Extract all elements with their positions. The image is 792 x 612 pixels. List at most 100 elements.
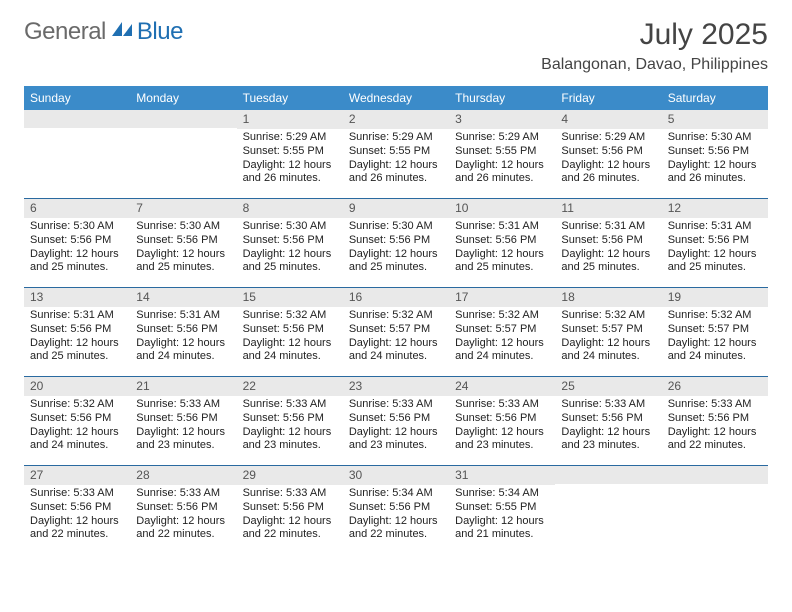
sunset-label: Sunset: 5:56 PM	[243, 412, 337, 426]
day-body: Sunrise: 5:34 AMSunset: 5:55 PMDaylight:…	[449, 485, 555, 546]
sunset-label: Sunset: 5:56 PM	[668, 145, 762, 159]
day-body: Sunrise: 5:31 AMSunset: 5:56 PMDaylight:…	[555, 218, 661, 279]
day-number: 23	[343, 377, 449, 396]
day-cell	[555, 466, 661, 554]
day-number: 6	[24, 199, 130, 218]
day-number: 18	[555, 288, 661, 307]
day-number: 26	[662, 377, 768, 396]
day-cell: 13Sunrise: 5:31 AMSunset: 5:56 PMDayligh…	[24, 288, 130, 376]
day-body: Sunrise: 5:31 AMSunset: 5:56 PMDaylight:…	[449, 218, 555, 279]
day-cell: 17Sunrise: 5:32 AMSunset: 5:57 PMDayligh…	[449, 288, 555, 376]
day-number: 12	[662, 199, 768, 218]
day-header-row: Sunday Monday Tuesday Wednesday Thursday…	[24, 86, 768, 110]
day-header-cell: Monday	[130, 86, 236, 110]
sunset-label: Sunset: 5:56 PM	[455, 234, 549, 248]
day-number: 22	[237, 377, 343, 396]
day-cell: 14Sunrise: 5:31 AMSunset: 5:56 PMDayligh…	[130, 288, 236, 376]
day-number: 29	[237, 466, 343, 485]
day-cell: 4Sunrise: 5:29 AMSunset: 5:56 PMDaylight…	[555, 110, 661, 198]
day-header-cell: Tuesday	[237, 86, 343, 110]
day-number: 28	[130, 466, 236, 485]
daylight-label: Daylight: 12 hours and 22 minutes.	[668, 426, 762, 454]
day-body: Sunrise: 5:32 AMSunset: 5:56 PMDaylight:…	[24, 396, 130, 457]
day-cell: 16Sunrise: 5:32 AMSunset: 5:57 PMDayligh…	[343, 288, 449, 376]
calendar: Sunday Monday Tuesday Wednesday Thursday…	[24, 86, 768, 554]
day-cell: 30Sunrise: 5:34 AMSunset: 5:56 PMDayligh…	[343, 466, 449, 554]
daylight-label: Daylight: 12 hours and 24 minutes.	[136, 337, 230, 365]
logo-sail-icon	[112, 22, 134, 43]
day-body: Sunrise: 5:33 AMSunset: 5:56 PMDaylight:…	[237, 485, 343, 546]
day-cell: 22Sunrise: 5:33 AMSunset: 5:56 PMDayligh…	[237, 377, 343, 465]
sunrise-label: Sunrise: 5:31 AM	[136, 309, 230, 323]
sunset-label: Sunset: 5:57 PM	[561, 323, 655, 337]
sunset-label: Sunset: 5:56 PM	[243, 501, 337, 515]
day-body: Sunrise: 5:29 AMSunset: 5:55 PMDaylight:…	[343, 129, 449, 190]
day-cell: 20Sunrise: 5:32 AMSunset: 5:56 PMDayligh…	[24, 377, 130, 465]
sunrise-label: Sunrise: 5:31 AM	[668, 220, 762, 234]
logo: General Blue	[24, 18, 183, 46]
daylight-label: Daylight: 12 hours and 23 minutes.	[561, 426, 655, 454]
day-number	[555, 466, 661, 484]
sunrise-label: Sunrise: 5:29 AM	[349, 131, 443, 145]
weeks-container: 1Sunrise: 5:29 AMSunset: 5:55 PMDaylight…	[24, 110, 768, 554]
day-number: 17	[449, 288, 555, 307]
sunrise-label: Sunrise: 5:30 AM	[136, 220, 230, 234]
daylight-label: Daylight: 12 hours and 24 minutes.	[30, 426, 124, 454]
day-number	[24, 110, 130, 128]
sunrise-label: Sunrise: 5:33 AM	[243, 398, 337, 412]
day-body: Sunrise: 5:31 AMSunset: 5:56 PMDaylight:…	[130, 307, 236, 368]
sunset-label: Sunset: 5:56 PM	[668, 412, 762, 426]
day-number: 24	[449, 377, 555, 396]
sunrise-label: Sunrise: 5:30 AM	[668, 131, 762, 145]
location-label: Balangonan, Davao, Philippines	[541, 56, 768, 74]
day-cell: 25Sunrise: 5:33 AMSunset: 5:56 PMDayligh…	[555, 377, 661, 465]
daylight-label: Daylight: 12 hours and 26 minutes.	[455, 159, 549, 187]
daylight-label: Daylight: 12 hours and 23 minutes.	[349, 426, 443, 454]
week-row: 27Sunrise: 5:33 AMSunset: 5:56 PMDayligh…	[24, 466, 768, 554]
sunrise-label: Sunrise: 5:34 AM	[455, 487, 549, 501]
week-row: 13Sunrise: 5:31 AMSunset: 5:56 PMDayligh…	[24, 288, 768, 377]
day-number: 2	[343, 110, 449, 129]
sunset-label: Sunset: 5:55 PM	[349, 145, 443, 159]
sunrise-label: Sunrise: 5:29 AM	[561, 131, 655, 145]
sunset-label: Sunset: 5:56 PM	[455, 412, 549, 426]
day-header-cell: Saturday	[662, 86, 768, 110]
day-body: Sunrise: 5:33 AMSunset: 5:56 PMDaylight:…	[662, 396, 768, 457]
daylight-label: Daylight: 12 hours and 25 minutes.	[455, 248, 549, 276]
sunset-label: Sunset: 5:56 PM	[30, 323, 124, 337]
day-number: 10	[449, 199, 555, 218]
day-body: Sunrise: 5:33 AMSunset: 5:56 PMDaylight:…	[449, 396, 555, 457]
day-body: Sunrise: 5:34 AMSunset: 5:56 PMDaylight:…	[343, 485, 449, 546]
day-body: Sunrise: 5:29 AMSunset: 5:56 PMDaylight:…	[555, 129, 661, 190]
daylight-label: Daylight: 12 hours and 26 minutes.	[668, 159, 762, 187]
day-cell: 23Sunrise: 5:33 AMSunset: 5:56 PMDayligh…	[343, 377, 449, 465]
sunrise-label: Sunrise: 5:32 AM	[455, 309, 549, 323]
day-number: 11	[555, 199, 661, 218]
day-number: 8	[237, 199, 343, 218]
day-cell: 29Sunrise: 5:33 AMSunset: 5:56 PMDayligh…	[237, 466, 343, 554]
daylight-label: Daylight: 12 hours and 22 minutes.	[30, 515, 124, 543]
sunrise-label: Sunrise: 5:31 AM	[455, 220, 549, 234]
daylight-label: Daylight: 12 hours and 24 minutes.	[668, 337, 762, 365]
day-body: Sunrise: 5:31 AMSunset: 5:56 PMDaylight:…	[24, 307, 130, 368]
week-row: 1Sunrise: 5:29 AMSunset: 5:55 PMDaylight…	[24, 110, 768, 199]
sunset-label: Sunset: 5:56 PM	[561, 412, 655, 426]
day-body: Sunrise: 5:32 AMSunset: 5:57 PMDaylight:…	[555, 307, 661, 368]
daylight-label: Daylight: 12 hours and 22 minutes.	[349, 515, 443, 543]
day-body: Sunrise: 5:31 AMSunset: 5:56 PMDaylight:…	[662, 218, 768, 279]
day-number: 19	[662, 288, 768, 307]
day-cell: 5Sunrise: 5:30 AMSunset: 5:56 PMDaylight…	[662, 110, 768, 198]
day-number: 25	[555, 377, 661, 396]
day-header-cell: Friday	[555, 86, 661, 110]
sunset-label: Sunset: 5:57 PM	[349, 323, 443, 337]
day-body: Sunrise: 5:33 AMSunset: 5:56 PMDaylight:…	[555, 396, 661, 457]
daylight-label: Daylight: 12 hours and 24 minutes.	[455, 337, 549, 365]
day-number: 16	[343, 288, 449, 307]
day-cell: 3Sunrise: 5:29 AMSunset: 5:55 PMDaylight…	[449, 110, 555, 198]
daylight-label: Daylight: 12 hours and 22 minutes.	[136, 515, 230, 543]
daylight-label: Daylight: 12 hours and 22 minutes.	[243, 515, 337, 543]
sunset-label: Sunset: 5:56 PM	[30, 234, 124, 248]
day-number: 9	[343, 199, 449, 218]
daylight-label: Daylight: 12 hours and 25 minutes.	[561, 248, 655, 276]
daylight-label: Daylight: 12 hours and 25 minutes.	[136, 248, 230, 276]
